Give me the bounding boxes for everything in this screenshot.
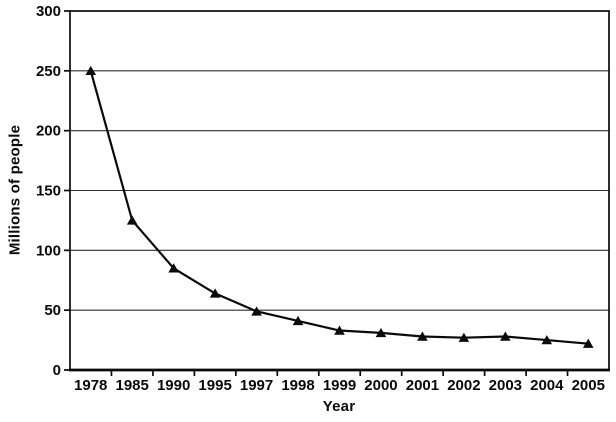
y-tick-label: 200 bbox=[36, 123, 61, 140]
x-tick-label: 1978 bbox=[74, 377, 107, 394]
triangle-marker bbox=[85, 65, 97, 76]
triangle-marker bbox=[292, 315, 304, 326]
triangle-marker bbox=[126, 215, 138, 225]
x-tick-label: 2000 bbox=[364, 377, 397, 394]
x-tick-label: 2005 bbox=[572, 377, 605, 394]
x-tick-label: 1997 bbox=[240, 377, 273, 394]
triangle-marker bbox=[582, 338, 594, 348]
triangle-marker bbox=[458, 332, 470, 342]
triangle-marker bbox=[334, 325, 345, 335]
y-tick-label: 150 bbox=[36, 183, 61, 200]
x-tick-label: 2001 bbox=[406, 377, 439, 394]
triangle-marker bbox=[168, 263, 179, 273]
x-tick-label: 1995 bbox=[198, 377, 231, 394]
y-tick-label: 0 bbox=[53, 362, 61, 379]
triangle-marker bbox=[541, 335, 553, 345]
x-tick-label: 1985 bbox=[116, 377, 149, 394]
triangle-marker bbox=[500, 331, 511, 341]
x-tick-label: 1998 bbox=[281, 377, 314, 394]
y-tick-label: 250 bbox=[36, 63, 61, 80]
data-line bbox=[89, 70, 589, 345]
y-tick-label: 50 bbox=[44, 302, 61, 319]
x-tick-label: 1999 bbox=[323, 377, 356, 394]
x-tick-label: 2002 bbox=[447, 377, 480, 394]
y-tick-label: 300 bbox=[36, 3, 61, 20]
x-axis-title: Year bbox=[322, 398, 356, 415]
triangle-marker bbox=[251, 306, 262, 316]
y-tick-label: 100 bbox=[36, 242, 61, 259]
triangle-marker bbox=[417, 331, 428, 341]
triangle-marker bbox=[209, 288, 221, 298]
x-tick-label: 2004 bbox=[530, 377, 564, 394]
y-axis-title: Millions of people bbox=[6, 124, 24, 256]
triangle-marker bbox=[375, 327, 387, 338]
x-tick-label: 2003 bbox=[489, 377, 522, 394]
x-tick-label: 1990 bbox=[157, 377, 190, 394]
